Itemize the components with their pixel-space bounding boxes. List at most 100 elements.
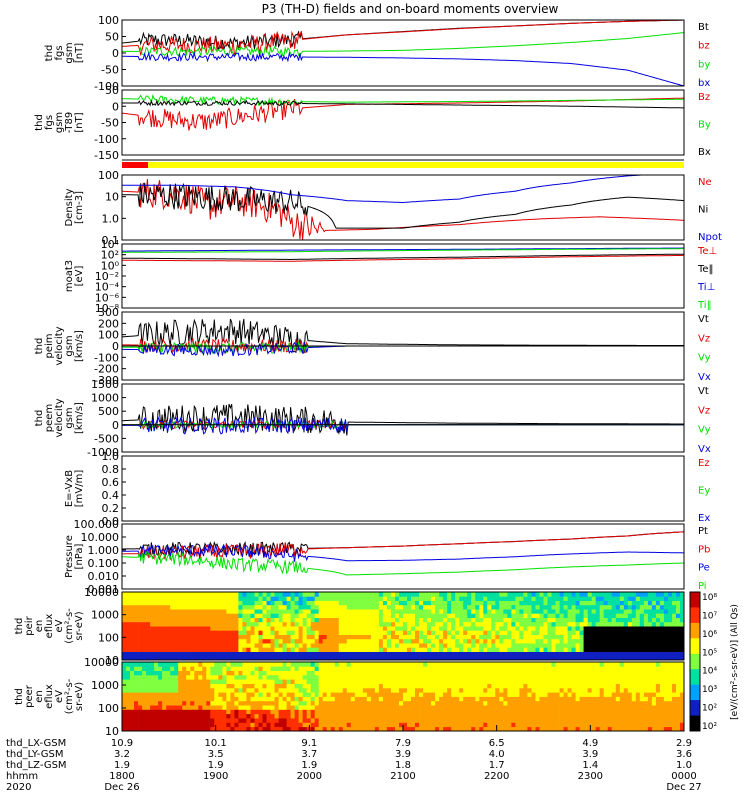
heat-cell [198, 726, 203, 732]
heat-cell [286, 634, 291, 640]
heat-cell [455, 604, 460, 610]
heat-cell [443, 700, 448, 706]
heat-cell [318, 626, 324, 631]
time-axis-value: 2200 [484, 771, 509, 782]
heat-cell [210, 617, 215, 623]
heat-cell [519, 600, 524, 606]
heat-cell [186, 626, 191, 631]
heat-cell [635, 713, 641, 719]
heat-cell [455, 718, 460, 723]
heat-cell [611, 713, 617, 719]
heat-cell [555, 687, 560, 693]
heat-cell [411, 621, 416, 627]
heat-cell [676, 696, 681, 702]
heat-cell [266, 692, 271, 697]
heat-cell [326, 674, 332, 680]
heat-cell [250, 718, 255, 723]
heat-cell [459, 638, 464, 644]
heat-cell [370, 666, 376, 671]
heat-cell [527, 722, 532, 728]
heat-cell [166, 709, 171, 715]
heat-cell [551, 722, 556, 728]
heat-cell [471, 696, 476, 702]
heat-cell [282, 718, 287, 723]
heat-cell [258, 713, 263, 719]
heat-cell [495, 621, 500, 627]
heat-cell [676, 651, 681, 657]
heat-cell [659, 692, 665, 697]
heat-cell [647, 687, 653, 693]
heat-cell [206, 709, 211, 715]
heat-cell [591, 634, 597, 640]
heat-cell [258, 651, 263, 657]
heat-cell [515, 696, 520, 702]
heat-cell [154, 609, 159, 614]
heat-cell [334, 709, 340, 715]
heat-cell [435, 647, 440, 652]
heat-cell [639, 726, 645, 732]
heat-cell [374, 617, 380, 623]
heat-cell [659, 600, 665, 606]
heat-cell [623, 604, 629, 610]
heat-cell [358, 617, 364, 623]
heat-cell [270, 647, 275, 652]
heat-cell [130, 617, 135, 623]
heat-cell [391, 679, 396, 684]
heat-cell [511, 626, 516, 631]
heat-cell [294, 674, 299, 680]
heat-cell [194, 643, 199, 648]
heat-cell [182, 696, 187, 702]
heat-cell [591, 722, 597, 728]
heat-cell [354, 617, 360, 623]
heat-cell [138, 596, 143, 601]
heat-cell [651, 709, 657, 715]
heat-cell [246, 705, 251, 710]
heat-cell [382, 617, 388, 623]
heat-cell [475, 705, 480, 710]
heat-cell [302, 626, 307, 631]
heat-cell [174, 666, 179, 671]
heat-cell [535, 722, 540, 728]
heat-cell [210, 662, 215, 667]
heat-cell [667, 617, 673, 623]
heat-cell [607, 713, 613, 719]
heat-cell [635, 722, 641, 728]
heat-cell [663, 666, 669, 671]
heat-cell [611, 692, 617, 697]
heat-cell [639, 609, 645, 614]
heat-cell [627, 609, 633, 614]
heat-cell [471, 638, 476, 644]
heat-cell [451, 718, 456, 723]
heat-cell [503, 726, 508, 732]
heat-cell [407, 679, 412, 684]
heat-cell [154, 705, 159, 710]
heat-cell [330, 674, 336, 680]
heat-cell [483, 709, 488, 715]
heat-cell [298, 696, 303, 702]
heat-cell [419, 713, 424, 719]
heat-cell [587, 638, 593, 644]
heat-cell [286, 700, 291, 706]
heat-cell [635, 604, 641, 610]
heat-cell [230, 613, 235, 618]
heat-cell [210, 709, 215, 715]
heat-cell [318, 700, 324, 706]
heat-cell [571, 643, 576, 648]
heat-cell [527, 683, 532, 689]
heat-cell [234, 655, 239, 661]
heat-cell [226, 662, 231, 667]
heat-cell [515, 674, 520, 680]
heat-cell [663, 722, 669, 728]
heat-cell [358, 670, 364, 676]
heat-cell [563, 692, 568, 697]
heat-cell [226, 638, 231, 644]
heat-cell [427, 670, 432, 676]
heat-cell [162, 670, 167, 676]
heat-cell [378, 679, 384, 684]
heat-cell [439, 609, 444, 614]
heat-cell [651, 662, 657, 667]
heat-cell [366, 634, 372, 640]
heat-cell [443, 655, 448, 661]
heat-cell [230, 638, 235, 644]
heat-cell [122, 692, 127, 697]
